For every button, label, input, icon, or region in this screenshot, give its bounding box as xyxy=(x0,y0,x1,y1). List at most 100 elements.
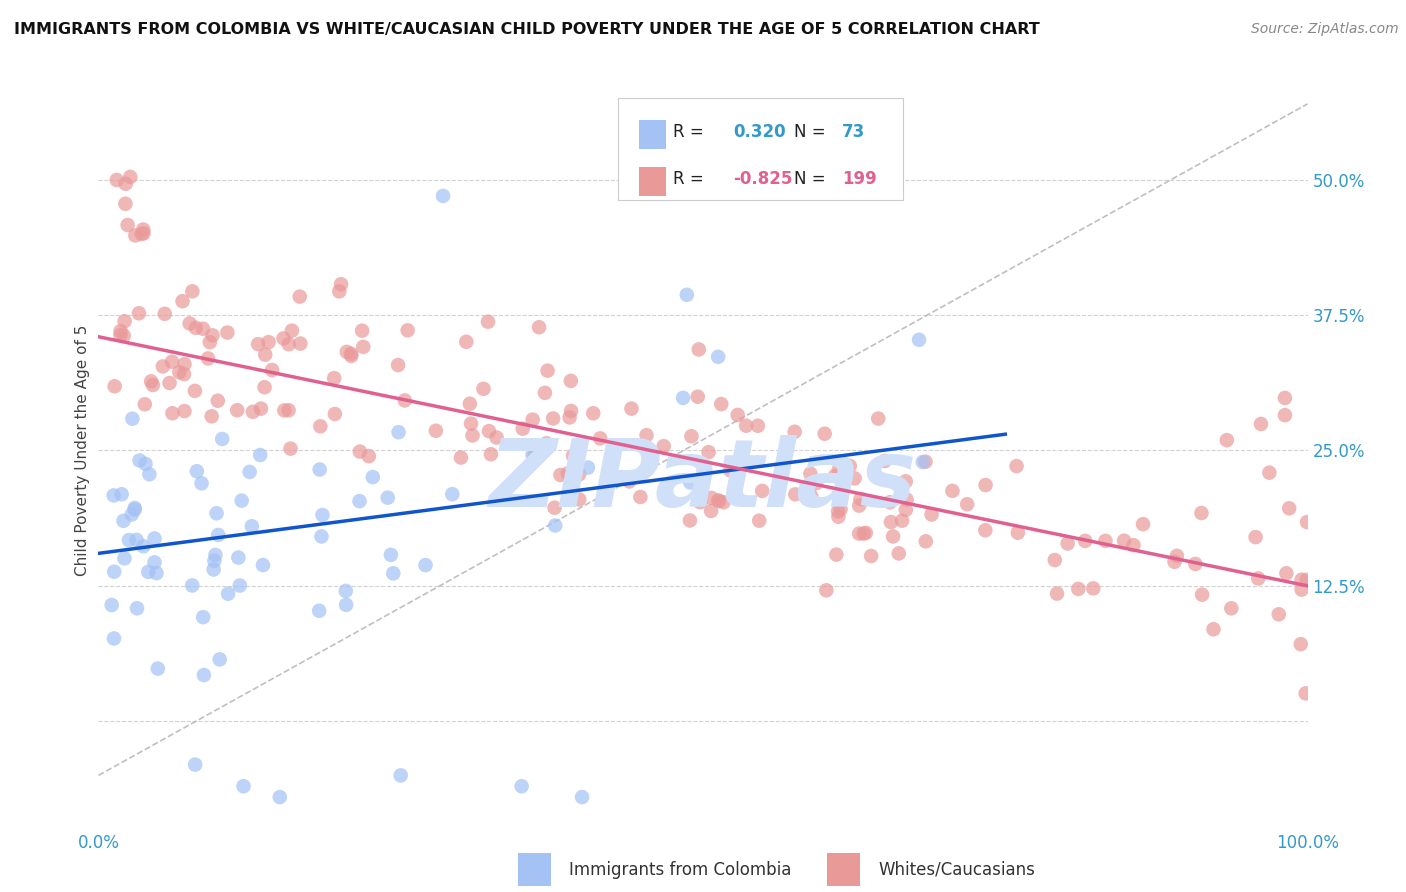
Point xyxy=(110,324,132,338)
Point xyxy=(620,401,643,416)
Point xyxy=(527,320,550,334)
Point xyxy=(202,554,225,568)
Point xyxy=(204,548,226,562)
Point xyxy=(309,419,332,434)
Point xyxy=(357,449,380,463)
Point xyxy=(814,426,837,441)
Point xyxy=(1295,686,1317,700)
Point xyxy=(783,425,806,439)
Text: N =: N = xyxy=(793,123,825,141)
Text: 199: 199 xyxy=(842,170,877,188)
Point xyxy=(280,442,302,456)
Point xyxy=(1274,408,1296,422)
Point xyxy=(120,169,142,184)
Point xyxy=(827,504,849,518)
Point xyxy=(105,173,128,187)
Point xyxy=(308,604,330,618)
Point xyxy=(257,335,280,350)
Point xyxy=(636,428,658,442)
Text: Source: ZipAtlas.com: Source: ZipAtlas.com xyxy=(1251,22,1399,37)
Point xyxy=(277,403,299,417)
Point xyxy=(330,277,353,292)
Point xyxy=(1291,573,1313,587)
Point xyxy=(558,410,581,425)
Point xyxy=(232,779,254,793)
Point xyxy=(1043,553,1066,567)
Point xyxy=(735,418,758,433)
Point xyxy=(941,483,963,498)
Point xyxy=(184,757,207,772)
Point xyxy=(173,357,195,371)
Point xyxy=(1247,571,1270,585)
Point xyxy=(349,444,371,458)
Point xyxy=(1268,607,1291,622)
Point xyxy=(425,424,447,438)
Point xyxy=(229,578,252,592)
Point xyxy=(526,442,548,457)
Point xyxy=(162,406,184,420)
Point xyxy=(827,509,849,524)
Point xyxy=(1296,515,1319,529)
Point xyxy=(247,337,270,351)
Point xyxy=(562,449,585,463)
Point xyxy=(380,548,402,562)
Point xyxy=(361,470,384,484)
Point xyxy=(352,340,374,354)
Point xyxy=(1216,433,1239,447)
Point xyxy=(211,432,233,446)
Point xyxy=(523,449,546,463)
Point xyxy=(139,375,162,389)
Point xyxy=(269,790,291,805)
Point xyxy=(855,525,877,540)
Point xyxy=(1191,588,1213,602)
Point xyxy=(201,409,224,424)
Point xyxy=(510,779,533,793)
Point xyxy=(838,458,860,473)
Text: ZIPatlas: ZIPatlas xyxy=(489,434,917,527)
Text: R =: R = xyxy=(672,170,703,188)
Point xyxy=(152,359,174,374)
Point xyxy=(396,323,419,337)
Point xyxy=(799,467,821,481)
Point xyxy=(628,490,651,504)
Point xyxy=(868,411,890,425)
Point xyxy=(335,583,357,598)
Point xyxy=(190,476,212,491)
Point xyxy=(143,532,166,546)
Point xyxy=(689,495,711,509)
Point xyxy=(239,465,262,479)
Point xyxy=(1094,533,1116,548)
Text: 73: 73 xyxy=(842,123,865,141)
Point xyxy=(226,403,249,417)
Point xyxy=(340,349,363,363)
Point xyxy=(124,502,146,516)
Point xyxy=(114,177,136,191)
Point xyxy=(707,350,730,364)
Point xyxy=(336,344,359,359)
Point xyxy=(311,529,333,543)
Point xyxy=(143,555,166,569)
Point xyxy=(132,227,155,241)
Point xyxy=(718,463,741,477)
Point xyxy=(153,307,176,321)
Point xyxy=(254,348,277,362)
Point xyxy=(142,378,165,392)
Point xyxy=(1220,601,1243,615)
Point xyxy=(252,558,274,573)
Point xyxy=(860,549,883,563)
Point xyxy=(700,504,723,518)
Point xyxy=(1046,586,1069,600)
FancyBboxPatch shape xyxy=(619,98,903,201)
Point xyxy=(132,539,155,553)
Point xyxy=(676,288,699,302)
Point xyxy=(181,285,204,299)
Point xyxy=(308,462,330,476)
Point xyxy=(825,548,848,562)
Y-axis label: Child Poverty Under the Age of 5: Child Poverty Under the Age of 5 xyxy=(75,325,90,576)
Point xyxy=(112,514,135,528)
Point xyxy=(769,471,792,485)
Point xyxy=(891,514,914,528)
Point xyxy=(146,662,169,676)
Point xyxy=(1005,459,1028,474)
Point xyxy=(921,508,943,522)
